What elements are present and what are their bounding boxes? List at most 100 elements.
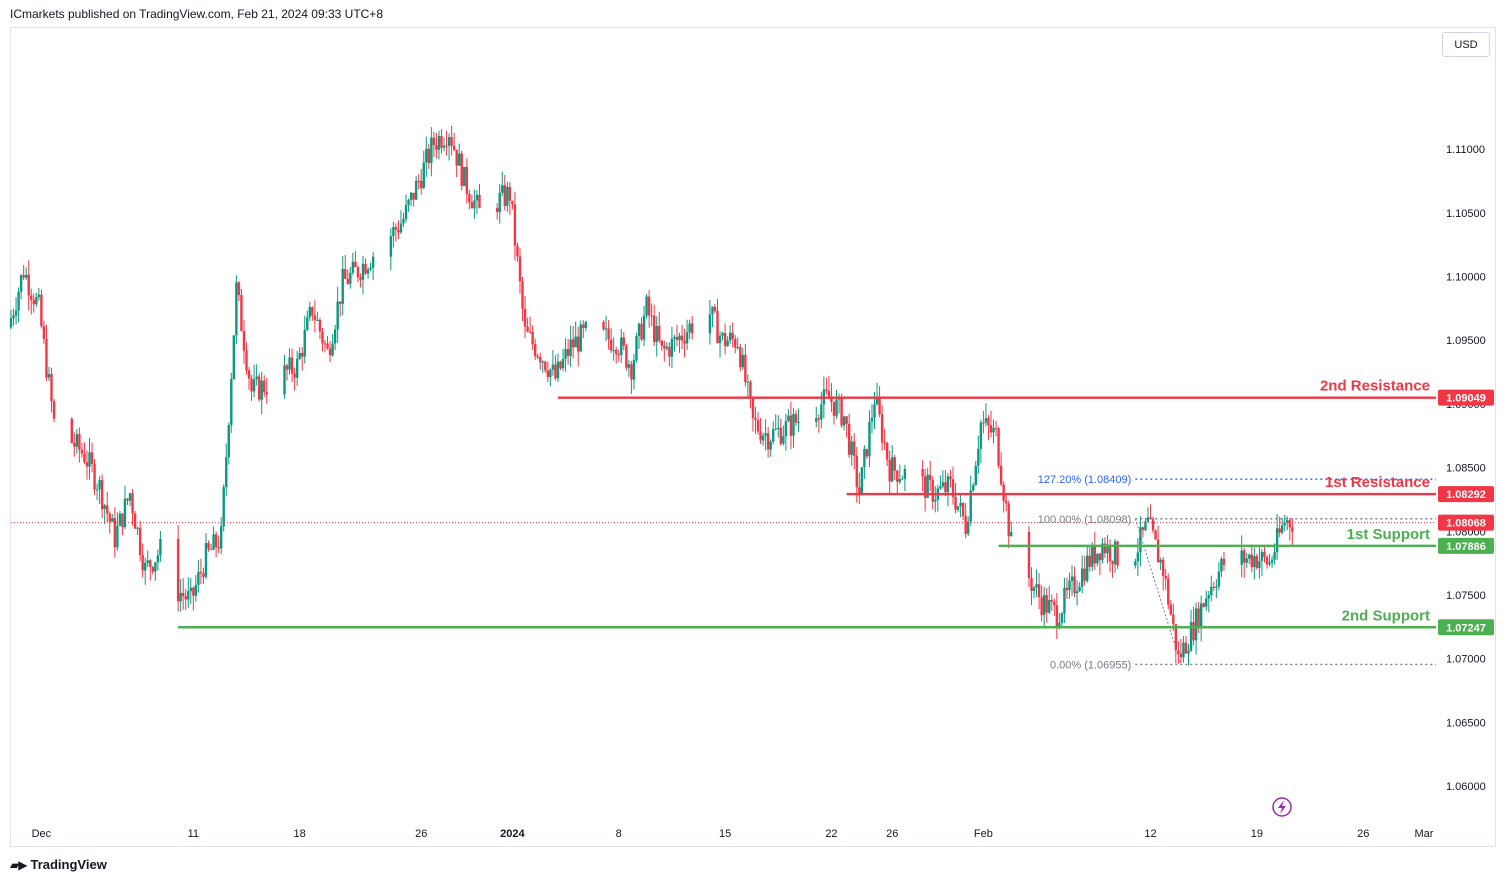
candle-body [946, 476, 950, 493]
candle-body [944, 482, 947, 493]
candle-body [1101, 543, 1104, 561]
candle-body [1093, 545, 1097, 564]
candle-body [235, 282, 238, 336]
candle-body [604, 328, 608, 330]
candle-body [561, 358, 565, 369]
currency-button[interactable]: USD [1442, 32, 1490, 57]
candle-body [222, 487, 225, 527]
candle-body [1280, 525, 1284, 533]
candle-body [318, 319, 322, 332]
candle-body [364, 263, 367, 274]
candle-body [956, 506, 960, 510]
candle-body [181, 592, 185, 597]
candle-body [252, 379, 256, 392]
candle-body [954, 496, 957, 510]
candle-body [734, 338, 737, 348]
candle-body [554, 364, 557, 379]
candle-body [647, 296, 651, 316]
candle-body [711, 306, 714, 315]
lightning-icon-ring [1272, 797, 1292, 817]
candle-body [1164, 575, 1167, 579]
candle-body [240, 294, 243, 331]
candle-body [1010, 531, 1013, 537]
candle-body [346, 278, 349, 284]
candle-body [602, 322, 605, 330]
x-tick-label: 26 [886, 828, 898, 840]
candle-body [103, 505, 106, 510]
level-name: 2nd Resistance [1320, 378, 1430, 395]
candle-body [1184, 642, 1188, 654]
candle-body [726, 340, 729, 347]
candle-body [1270, 559, 1274, 563]
candle-body [1136, 552, 1140, 562]
candle-body [30, 295, 33, 300]
candle-body [498, 192, 501, 212]
candle-body [19, 275, 23, 292]
x-tick-label: 26 [415, 828, 427, 840]
candles [9, 125, 1294, 666]
candle-body [688, 323, 691, 333]
y-tick-label: 1.06000 [1446, 781, 1486, 793]
candle-body [678, 335, 681, 341]
candle-body [242, 330, 246, 351]
x-tick-label: 11 [188, 828, 199, 840]
candle-body [556, 361, 560, 379]
candle-body [1212, 586, 1216, 588]
candle-body [344, 268, 347, 279]
candle-body [979, 422, 983, 449]
candle-body [141, 555, 144, 571]
candle-body [675, 336, 679, 341]
candle-body [75, 434, 79, 447]
candle-body [219, 526, 223, 549]
candle-body [404, 204, 408, 220]
candle-body [209, 548, 213, 550]
candle-body [896, 470, 899, 482]
candle-body [80, 449, 84, 454]
candle-body [718, 335, 722, 344]
x-tick-label: 18 [294, 828, 306, 840]
candle-body [420, 180, 423, 189]
candle-body [992, 427, 995, 433]
candle-body [73, 442, 76, 447]
candle-body [432, 137, 436, 146]
candle-body [1260, 552, 1264, 562]
candle-body [521, 281, 524, 309]
candle-body [1182, 642, 1185, 658]
candle-body [1194, 608, 1198, 641]
candle-body [144, 562, 147, 571]
candle-body [792, 413, 795, 436]
candle-body [546, 370, 550, 378]
x-tick-label: 19 [1251, 828, 1263, 840]
lightning-icon-bolt [1278, 800, 1286, 814]
lightning-icon [1272, 797, 1292, 817]
candle-body [1250, 554, 1254, 568]
candle-body [295, 358, 299, 378]
candle-body [1073, 576, 1076, 594]
candle-body [306, 317, 309, 330]
candle-body [617, 354, 620, 356]
candle-body [12, 315, 15, 319]
x-tick-label: Feb [974, 828, 993, 840]
candle-body [412, 192, 415, 200]
candle-body [1248, 554, 1251, 559]
candle-body [840, 397, 843, 426]
candle-body [1199, 603, 1203, 629]
candle-body [1096, 553, 1099, 564]
candle-body [1042, 595, 1046, 615]
candle-body [354, 261, 357, 268]
candle-body [1106, 544, 1109, 554]
candle-body [118, 513, 122, 526]
candle-body [308, 306, 312, 318]
candle-body [283, 365, 286, 395]
candle-body [1286, 520, 1289, 523]
publisher-header: ICmarkets published on TradingView.com, … [10, 7, 383, 21]
tradingview-logo[interactable]: ▰▶ TradingView [10, 857, 107, 872]
candle-body [518, 256, 522, 282]
candle-body [83, 453, 86, 463]
candle-body [113, 518, 117, 548]
candle-body [1202, 603, 1205, 607]
candle-body [1037, 584, 1041, 598]
candle-body [290, 357, 294, 374]
candle-body [901, 478, 904, 480]
